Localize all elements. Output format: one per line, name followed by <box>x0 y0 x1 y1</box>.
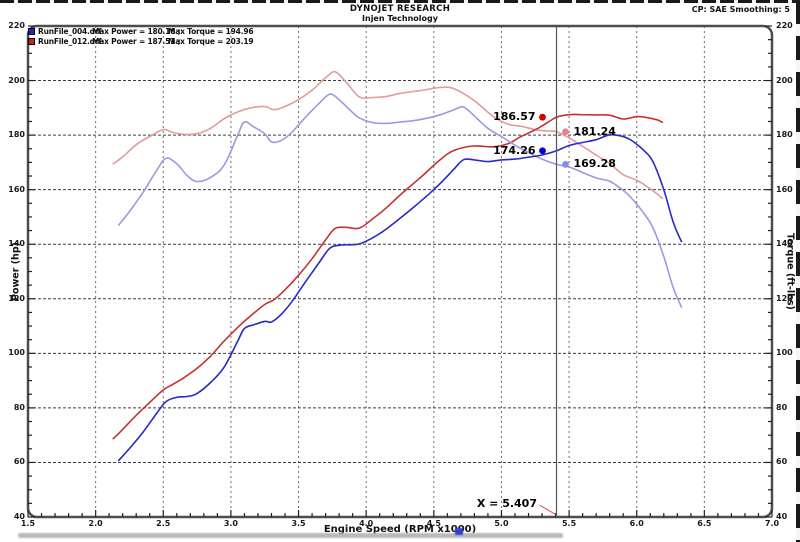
legend-max-power: Max Power = 180.16 ; <box>92 27 181 36</box>
torque-tick-label: 220 <box>776 21 793 30</box>
legend: RunFile_004.drf Max Power = 180.16 ; Max T… <box>28 27 348 46</box>
torque-tick-label: 200 <box>776 75 793 85</box>
window-top-edge <box>0 0 800 3</box>
cursor-marker-dot <box>539 147 546 155</box>
curve-runfile-004-drf-power-hp- <box>117 133 683 462</box>
rpm-axis-title: Engine Speed (RPM x1000) <box>323 524 477 535</box>
legend-color-chip <box>28 37 35 45</box>
torque-tick-label: 180 <box>776 130 793 140</box>
power-axis-title: Power (hp) <box>10 242 22 301</box>
window-right-edge <box>796 0 800 542</box>
legend-max-power: Max Power = 187.51 ; <box>92 36 181 46</box>
cropped-caption-fragment <box>455 528 463 535</box>
x-tick-label: 5.0 <box>494 519 509 528</box>
torque-tick-label: 80 <box>776 402 788 412</box>
shop-name: Injen Technology <box>362 14 438 23</box>
app-title: DYNOJET RESEARCH <box>349 4 451 14</box>
curve-runfile-012-drf-torque-ft-lbs- <box>112 70 664 200</box>
legend-row: RunFile_012.drf Max Power = 187.51 ; Max T… <box>28 37 348 47</box>
cursor-marker-dot <box>562 128 569 136</box>
curve-runfile-012-drf-power-hp- <box>112 113 664 440</box>
curve-runfile-004-drf-torque-ft-lbs- <box>117 93 683 308</box>
cursor-marker-value: 169.28 <box>573 157 616 171</box>
cursor-marker-dot <box>539 113 546 121</box>
cursor-marker-value: 181.24 <box>573 124 616 138</box>
legend-run-file: RunFile_004.drf <box>38 27 102 36</box>
legend-run-file: RunFile_012.drf <box>38 36 102 46</box>
plot-border <box>26 24 774 519</box>
x-tick-label: 4.0 <box>359 519 374 528</box>
legend-max-torque: Max Torque = 203.19 <box>168 36 254 46</box>
power-tick-label: 120 <box>8 293 25 303</box>
axis-ticks <box>27 25 773 518</box>
torque-tick-label: 40 <box>776 512 788 521</box>
gridlines <box>28 26 772 517</box>
cursor-marker-value: 174.26 <box>493 143 536 157</box>
torque-tick-label: 120 <box>776 293 793 303</box>
legend-max-torque: Max Torque = 194.96 <box>168 27 254 36</box>
power-tick-label: 200 <box>8 75 25 85</box>
power-tick-label: 80 <box>13 402 25 412</box>
torque-tick-label: 100 <box>776 348 793 358</box>
torque-axis-title: Torque (ft-lbs) <box>784 233 796 310</box>
x-tick-label: 4.5 <box>426 519 441 528</box>
cropped-caption-band <box>18 533 563 538</box>
power-tick-label: 40 <box>13 512 25 521</box>
x-tick-label: 5.5 <box>561 519 577 528</box>
x-tick-label: 3.5 <box>291 519 306 528</box>
x-tick-label: 6.0 <box>629 519 644 528</box>
power-tick-label: 160 <box>8 184 25 194</box>
cursor-x-readout: X = 5.407 <box>476 497 537 510</box>
legend-color-chip <box>28 28 35 35</box>
x-tick-label: 6.5 <box>697 519 712 528</box>
power-tick-label: 220 <box>8 21 25 30</box>
x-tick-label: 2.0 <box>88 519 103 528</box>
x-tick-label: 7.0 <box>764 519 780 528</box>
cursor-marker-dot <box>562 160 569 168</box>
power-tick-label: 100 <box>8 348 25 358</box>
torque-tick-label: 160 <box>776 184 793 194</box>
legend-row: RunFile_004.drf Max Power = 180.16 ; Max T… <box>28 27 348 37</box>
torque-tick-label: 140 <box>776 239 793 249</box>
cursor-callout-line <box>539 504 557 516</box>
power-tick-label: 180 <box>8 130 25 140</box>
power-tick-label: 60 <box>13 457 25 467</box>
x-tick-label: 3.0 <box>223 519 238 528</box>
cursor-marker-value: 186.57 <box>493 110 536 124</box>
correction-smoothing-info: CP: SAE Smoothing: 5 <box>691 5 790 14</box>
power-tick-label: 140 <box>8 239 25 249</box>
torque-tick-label: 60 <box>776 457 788 467</box>
x-tick-label: 1.5 <box>20 519 36 528</box>
x-tick-label: 2.5 <box>156 519 171 528</box>
